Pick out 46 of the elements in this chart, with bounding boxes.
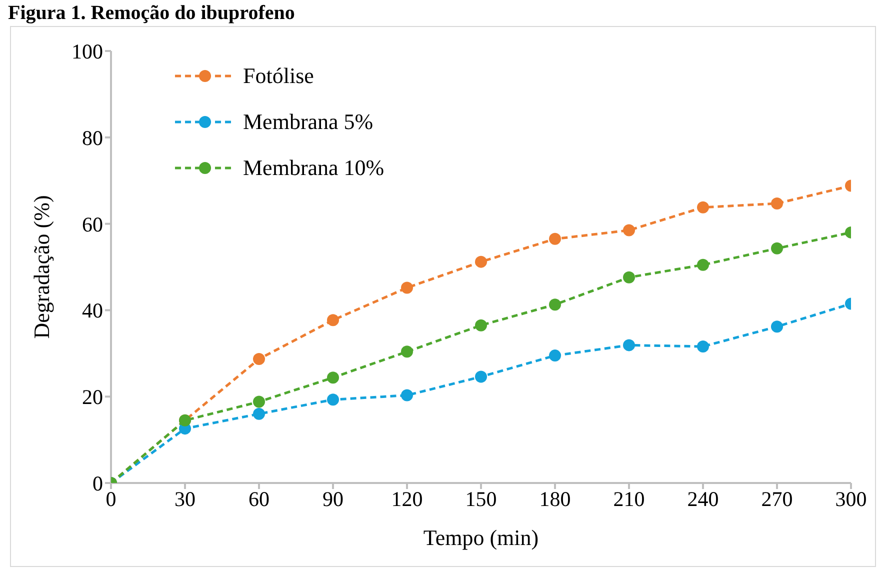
point: [549, 350, 561, 362]
y-tick-label: 20: [82, 385, 103, 410]
y-tick-label: 100: [72, 39, 103, 64]
point: [549, 232, 561, 245]
x-tick-label: 120: [391, 486, 423, 511]
y-tick-label: 0: [92, 471, 103, 496]
x-tick-label: 300: [835, 486, 867, 511]
legend-label: Membrana 10%: [243, 155, 384, 181]
point: [771, 197, 783, 210]
point: [697, 258, 709, 271]
point: [253, 396, 265, 408]
point: [549, 298, 561, 311]
point: [253, 353, 265, 366]
point: [401, 389, 413, 402]
point: [771, 242, 783, 254]
y-tick-label: 60: [82, 212, 103, 236]
y-tick-label: 40: [82, 298, 103, 323]
point: [475, 370, 487, 383]
point: [327, 372, 339, 384]
point: [327, 314, 339, 326]
chart-title: Figura 1. Remoção do ibuprofeno: [8, 2, 295, 24]
point: [401, 346, 413, 358]
x-tick-label: 90: [322, 486, 344, 511]
x-tick-label: 240: [687, 486, 719, 511]
point: [475, 319, 487, 332]
x-tick-label: 210: [613, 486, 645, 511]
point: [327, 394, 339, 406]
point: [401, 282, 413, 294]
x-tick-label: 60: [248, 486, 270, 511]
point: [697, 201, 709, 214]
legend-label: Membrana 5%: [243, 109, 374, 135]
x-tick-label: 30: [174, 486, 196, 511]
y-tick-label: 80: [82, 126, 103, 150]
point: [253, 408, 265, 420]
point: [475, 256, 487, 268]
x-axis-title: Tempo (min): [423, 525, 539, 550]
point: [623, 224, 635, 236]
x-tick-label: 180: [539, 486, 571, 511]
point: [623, 339, 635, 352]
point: [771, 320, 783, 333]
x-tick-label: 150: [465, 486, 497, 511]
point: [623, 271, 635, 284]
point: [697, 340, 709, 352]
x-tick-label: 270: [761, 486, 793, 511]
legend-label: Fotólise: [243, 63, 314, 89]
y-axis-title: Degradação (%): [28, 195, 54, 339]
